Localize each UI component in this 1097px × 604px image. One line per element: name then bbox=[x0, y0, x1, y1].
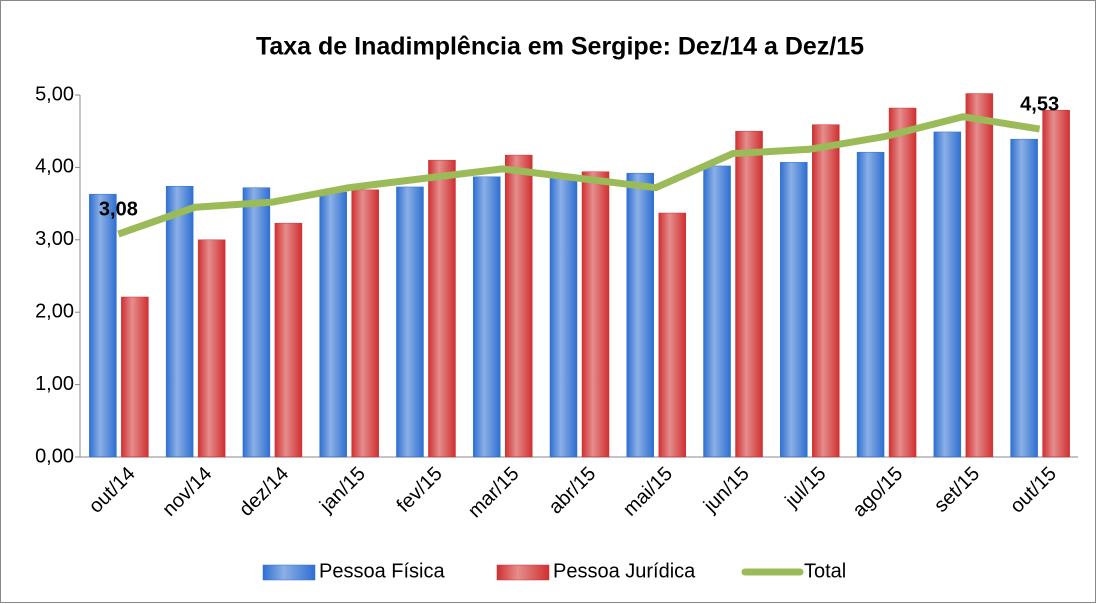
bar bbox=[933, 131, 962, 458]
line bbox=[117, 113, 1041, 238]
bar bbox=[319, 191, 347, 458]
y-tick-label: 3,00 bbox=[35, 228, 74, 250]
bar bbox=[197, 239, 226, 458]
y-tick-label: 0,00 bbox=[35, 445, 74, 467]
bar bbox=[472, 176, 501, 458]
y-tick-label: 1,00 bbox=[35, 373, 74, 395]
bar bbox=[658, 212, 687, 458]
bar bbox=[1042, 109, 1070, 458]
bar bbox=[242, 187, 271, 458]
bar bbox=[274, 222, 303, 458]
chart-title: Taxa de Inadimplência em Sergipe: Dez/14… bbox=[256, 33, 864, 61]
legend-swatch bbox=[262, 564, 316, 581]
bar bbox=[351, 189, 379, 458]
bar bbox=[965, 93, 994, 458]
legend-label: Total bbox=[804, 560, 846, 582]
bar bbox=[89, 193, 117, 458]
bar bbox=[812, 124, 840, 458]
bar bbox=[165, 185, 194, 458]
bar bbox=[549, 175, 578, 458]
y-tick-label: 4,00 bbox=[35, 156, 74, 178]
bar bbox=[504, 154, 533, 458]
bar bbox=[581, 171, 610, 458]
bar bbox=[121, 296, 149, 458]
bar bbox=[780, 162, 808, 458]
bar bbox=[396, 186, 424, 458]
bar bbox=[888, 107, 917, 458]
bar bbox=[856, 151, 885, 458]
bar bbox=[735, 130, 763, 458]
y-tick-label: 5,00 bbox=[35, 83, 74, 105]
bar bbox=[428, 159, 456, 458]
legend-swatch bbox=[496, 564, 550, 581]
legend-label: Pessoa Jurídica bbox=[553, 560, 696, 582]
bar bbox=[626, 172, 655, 458]
y-tick-label: 2,00 bbox=[35, 300, 74, 322]
bar bbox=[703, 165, 731, 458]
data-label: 4,53 bbox=[1020, 93, 1059, 115]
legend-label: Pessoa Física bbox=[319, 560, 445, 582]
bar bbox=[1010, 138, 1038, 458]
data-label: 3,08 bbox=[99, 198, 138, 220]
